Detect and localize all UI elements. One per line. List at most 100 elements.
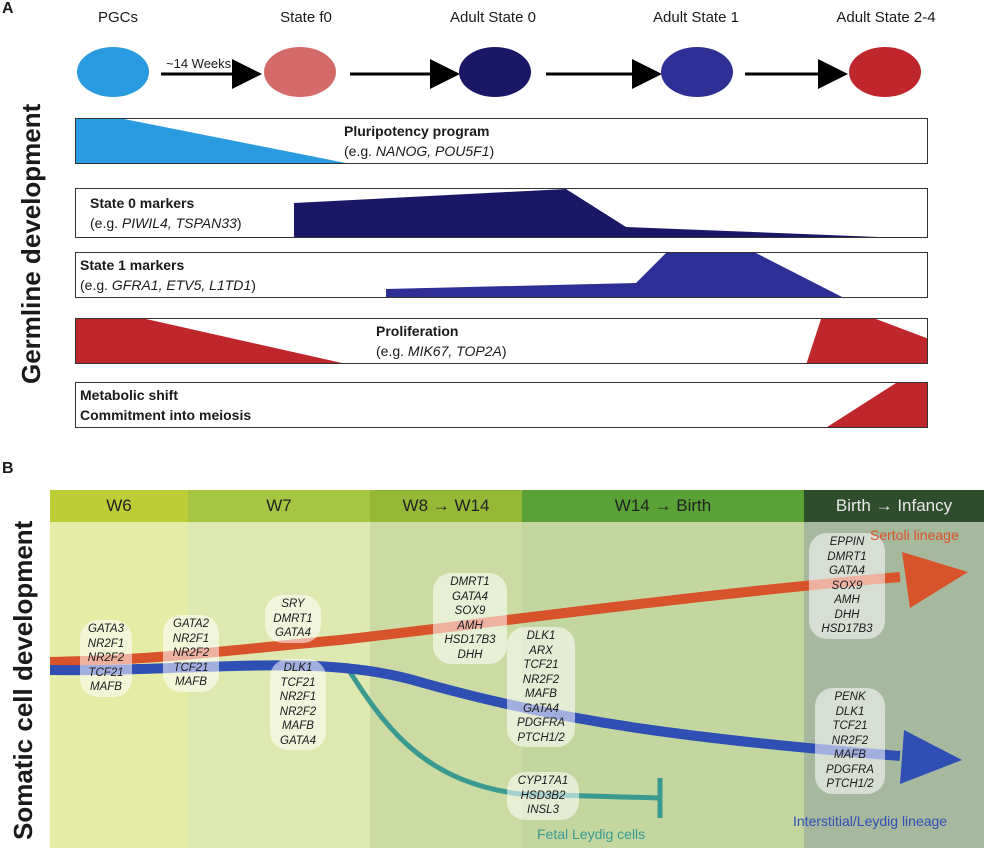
col-header-w6: W6 <box>50 490 188 522</box>
adult-state0-cell <box>459 47 531 97</box>
gene-label: GATA3 <box>88 623 124 635</box>
state0-example-suffix: ) <box>236 215 242 231</box>
gene-label: PENK <box>834 691 866 703</box>
gene-label: PDGFRA <box>517 717 565 729</box>
state1-title: State 1 markers <box>80 257 185 273</box>
gene-label: NR2F1 <box>87 637 125 650</box>
gene-label: MAFB <box>90 681 122 693</box>
sertoli-lineage-label: Sertoli lineage <box>870 527 959 543</box>
col-birth-arrow: → <box>875 496 893 515</box>
pluripotency-profile <box>76 119 346 163</box>
gene-set-birth-interstitial: PENK DLK1 TCF21 NR2F2 MAFB PDGFRA PTCH1/2 <box>815 688 885 794</box>
stage-label-adult24: Adult State 2-4 <box>836 9 936 26</box>
adult-state1-cell <box>661 47 733 97</box>
gene-label: AMH <box>834 594 860 606</box>
proliferation-example-suffix: ) <box>501 343 507 359</box>
fetal-leydig-curve <box>342 662 661 801</box>
col-w8-to: W14 <box>454 496 490 515</box>
col-w14-from: W14 <box>614 496 650 515</box>
pluripotency-example-prefix: (e.g. <box>344 143 376 159</box>
gene-label: SOX9 <box>831 579 863 592</box>
col-w14-arrow: → <box>654 496 672 515</box>
weeks-label: ~14 Weeks <box>166 56 232 71</box>
gene-label: SOX9 <box>454 605 486 617</box>
adult-state24-cell <box>849 47 921 97</box>
germline-vertical-title: Germline development <box>16 103 46 384</box>
state-f0-cell <box>264 47 336 97</box>
metabolic-profile <box>827 383 927 427</box>
col-w8-from: W8 <box>402 496 429 515</box>
gene-label: HSD3B2 <box>520 789 566 802</box>
col-w14-to: Birth <box>676 496 712 515</box>
pluripotency-genes: NANOG, POU5F1 <box>375 143 490 159</box>
sertoli-lineage-curve <box>49 572 901 667</box>
state1-example-suffix: ) <box>251 277 256 293</box>
gene-label: DMRT1 <box>273 612 313 625</box>
meiosis-title: Commitment into meiosis <box>80 407 252 423</box>
col-w6-label: W6 <box>106 496 132 515</box>
gene-label: MAFB <box>175 676 207 688</box>
state0-text: State 0 markers (e.g. PIWIL4, TSPAN33) <box>90 193 241 233</box>
gene-set-w14-interstitial: DLK1 ARX TCF21 NR2F2 MAFB GATA4 PDGFRA PTCH1/2 <box>507 627 575 747</box>
gene-label: DLK1 <box>835 705 865 718</box>
stage-label-adult0: Adult State 0 <box>450 9 536 26</box>
gene-label: NR2F2 <box>831 734 869 747</box>
gene-label: TCF21 <box>832 720 868 732</box>
gene-label: NR2F2 <box>172 647 210 659</box>
gene-set-w8-sertoli: DMRT1 GATA4 SOX9 AMH HSD17B3 DHH <box>433 573 507 664</box>
gene-label: DHH <box>457 648 483 661</box>
gene-label: GATA4 <box>523 702 559 715</box>
state1-genes: GFRA1, ETV5, L1TD1 <box>111 277 252 293</box>
metabolic-title: Metabolic shift <box>80 387 179 403</box>
track-metabolic: Metabolic shift Commitment into meiosis <box>75 382 928 428</box>
gene-label: NR2F2 <box>87 652 125 664</box>
metabolic-text: Metabolic shift Commitment into meiosis <box>80 385 251 425</box>
gene-label: CYP17A1 <box>517 775 569 787</box>
state0-title: State 0 markers <box>90 195 195 211</box>
gene-label: ARX <box>529 644 553 657</box>
gene-label: GATA4 <box>452 590 488 603</box>
gene-label: TCF21 <box>88 666 124 679</box>
col-header-w8-w14: W8 → W14 <box>370 490 522 522</box>
stage-label-pgcs: PGCs <box>97 9 138 26</box>
sertoli-arrowhead <box>902 552 968 608</box>
germline-stage-flow <box>77 47 921 97</box>
gene-label: GATA2 <box>173 618 209 630</box>
gene-label: TCF21 <box>523 659 559 671</box>
gene-label: GATA4 <box>280 734 316 747</box>
gene-label: PTCH1/2 <box>517 731 565 744</box>
gene-label: MAFB <box>282 720 314 732</box>
state1-text: State 1 markers (e.g. GFRA1, ETV5, L1TD1… <box>80 255 256 295</box>
proliferation-genes: MIK67, TOP2A <box>407 343 502 359</box>
pluripotency-example-suffix: ) <box>489 143 495 159</box>
gene-label: AMH <box>457 619 483 632</box>
gene-set-w6: GATA3 NR2F1 NR2F2 TCF21 MAFB <box>80 620 132 697</box>
col-header-birth-infancy: Birth → Infancy <box>804 490 984 522</box>
gene-label: INSL3 <box>527 804 559 816</box>
gene-label: DHH <box>834 608 860 621</box>
gene-set-birth-sertoli: EPPIN DMRT1 GATA4 SOX9 AMH DHH HSD17B3 <box>809 533 885 639</box>
interstitial-arrowhead <box>900 730 962 784</box>
track-state0: State 0 markers (e.g. PIWIL4, TSPAN33) <box>75 188 928 238</box>
gene-set-w7-interstitial: DLK1 TCF21 NR2F1 NR2F2 MAFB GATA4 <box>270 659 326 750</box>
gene-label: PDGFRA <box>826 763 874 776</box>
state0-genes: PIWIL4, TSPAN33 <box>121 215 237 231</box>
col-birth-from: Birth <box>835 496 871 515</box>
interstitial-lineage-label: Interstitial/Leydig lineage <box>793 813 948 829</box>
pgc-cell <box>77 47 149 97</box>
gene-label: MAFB <box>834 749 866 761</box>
gene-label: DLK1 <box>283 662 313 674</box>
gene-set-fetal-leydig: CYP17A1 HSD3B2 INSL3 <box>507 772 579 820</box>
track-proliferation: Proliferation (e.g. MIK67, TOP2A) <box>75 318 928 364</box>
gene-set-w7a: GATA2 NR2F1 NR2F2 TCF21 MAFB <box>163 615 219 692</box>
col-birth-to: Infancy <box>897 496 953 515</box>
proliferation-text: Proliferation (e.g. MIK67, TOP2A) <box>376 321 506 361</box>
gene-label: EPPIN <box>829 536 865 548</box>
gene-label: HSD17B3 <box>821 623 873 635</box>
gene-label: TCF21 <box>280 676 316 689</box>
gene-label: NR2F2 <box>279 705 317 718</box>
col-w8-arrow: → <box>432 496 450 515</box>
gene-label: GATA4 <box>275 627 311 639</box>
gene-label: DLK1 <box>526 630 556 642</box>
gene-label: DMRT1 <box>450 576 490 588</box>
